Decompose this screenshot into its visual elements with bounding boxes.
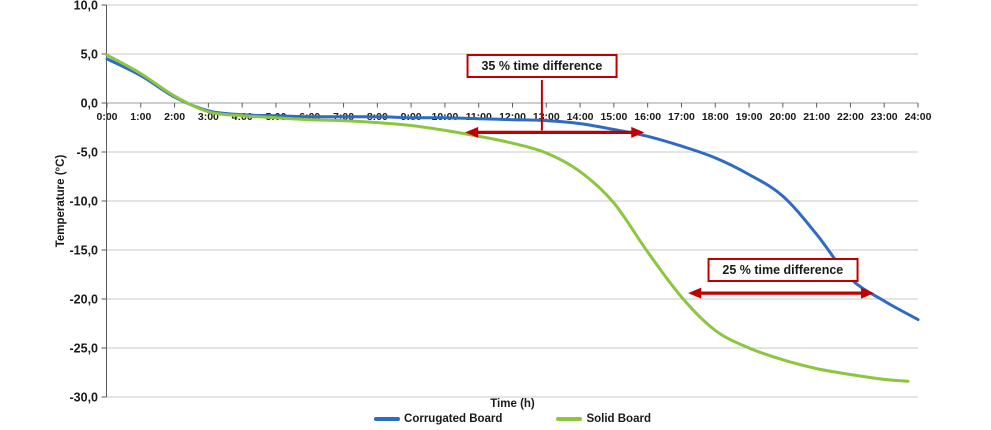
arrow-head-right-icon [861,287,875,299]
x-tick-label: 22:00 [837,111,864,123]
legend-item-solid-board: Solid Board [556,413,651,425]
annotation-box-35-percent: 35 % time difference [466,54,618,78]
x-tick-label: 18:00 [702,111,729,123]
x-tick-label: 1:00 [130,111,151,123]
y-tick-label: -30,0 [70,391,99,405]
y-tick-label: 10,0 [74,0,98,13]
x-tick-label: 20:00 [769,111,796,123]
y-axis-title: Temperature (°C) [55,154,67,248]
x-tick-label: 16:00 [634,111,661,123]
x-tick-label: 17:00 [668,111,695,123]
y-tick-label: -20,0 [70,293,99,307]
series-line-solid-board [105,53,910,383]
x-tick-label: 2:00 [164,111,185,123]
arrow-head-right-icon [631,126,645,138]
y-tick-label: -15,0 [70,244,99,258]
y-tick-label: -5,0 [76,146,98,160]
x-axis-title: Time (h) [490,398,535,410]
x-tick-label: 23:00 [871,111,898,123]
legend-swatch-solid-board [556,417,583,421]
legend-label-solid-board: Solid Board [586,413,651,425]
y-tick-label: -10,0 [70,195,99,209]
x-tick-label: 15:00 [600,111,627,123]
legend: Corrugated Board Solid Board [107,413,918,425]
legend-swatch-corrugated-board [374,417,401,421]
x-tick-label: 0:00 [96,111,117,123]
x-tick-label: 19:00 [736,111,763,123]
legend-item-corrugated-board: Corrugated Board [374,413,502,425]
y-tick-label: 0,0 [81,97,98,111]
x-tick-label: 21:00 [803,111,830,123]
x-tick-label: 24:00 [905,111,932,123]
legend-label-corrugated-board: Corrugated Board [404,413,503,425]
y-tick-label: 5,0 [81,48,98,62]
y-tick-label: -25,0 [70,342,99,356]
arrow-head-left-icon [465,126,479,138]
annotation-box-25-percent: 25 % time difference [707,257,859,282]
x-tick-label: 14:00 [567,111,594,123]
arrow-head-left-icon [688,287,702,299]
